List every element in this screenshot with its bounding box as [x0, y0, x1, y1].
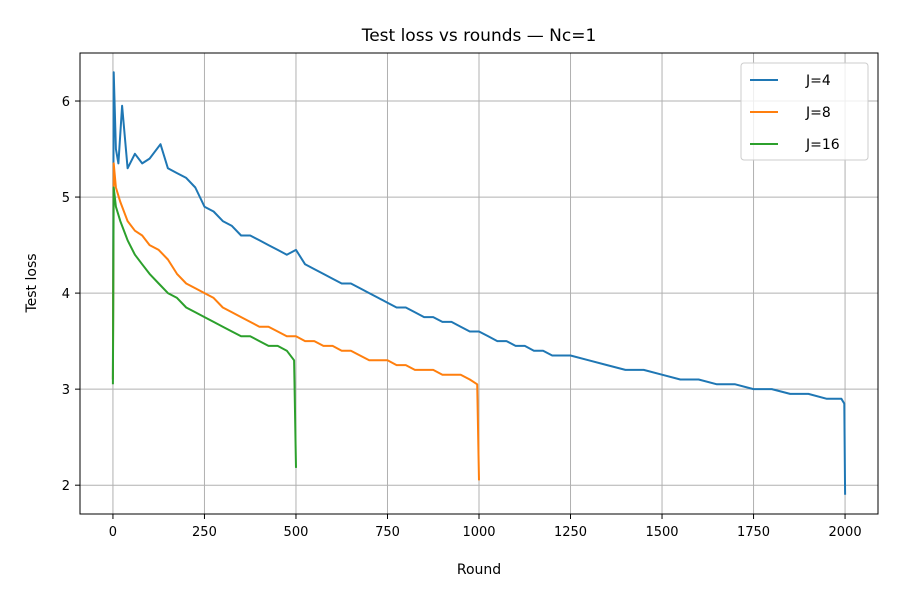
y-tick-label: 6 [62, 95, 70, 110]
legend-box [740, 62, 869, 161]
legend: J=4 J=8 J=16 [740, 62, 869, 161]
x-tick-label: 0 [109, 525, 117, 540]
legend-label-j4: J=4 [805, 73, 831, 89]
legend-label-j8: J=8 [805, 105, 831, 121]
x-tick-label: 1750 [737, 525, 770, 540]
x-tick-label: 1500 [645, 525, 678, 540]
series-line-j8 [111, 162, 480, 481]
x-tick-label: 750 [375, 525, 400, 540]
x-tick-label: 500 [284, 525, 309, 540]
x-axis-label: Round [457, 562, 501, 578]
axis-ticks: 0 250 500 750 1000 1250 1500 1750 2000 2 3 4 5 6 [62, 95, 862, 540]
series-line-j4 [111, 71, 847, 495]
legend-label-j16: J=16 [805, 137, 840, 153]
y-axis-label: Test loss [24, 253, 40, 313]
chart-title: Test loss vs rounds — Nc=1 [361, 26, 597, 46]
x-tick-label: 1250 [554, 525, 587, 540]
x-tick-label: 250 [192, 525, 217, 540]
y-tick-label: 5 [62, 191, 70, 206]
x-tick-label: 1000 [462, 525, 495, 540]
series-lines [111, 71, 847, 495]
x-tick-label: 2000 [829, 525, 862, 540]
y-tick-label: 2 [62, 479, 70, 494]
series-line-j16 [111, 186, 297, 468]
y-tick-label: 4 [62, 287, 70, 302]
y-tick-label: 3 [62, 383, 70, 398]
